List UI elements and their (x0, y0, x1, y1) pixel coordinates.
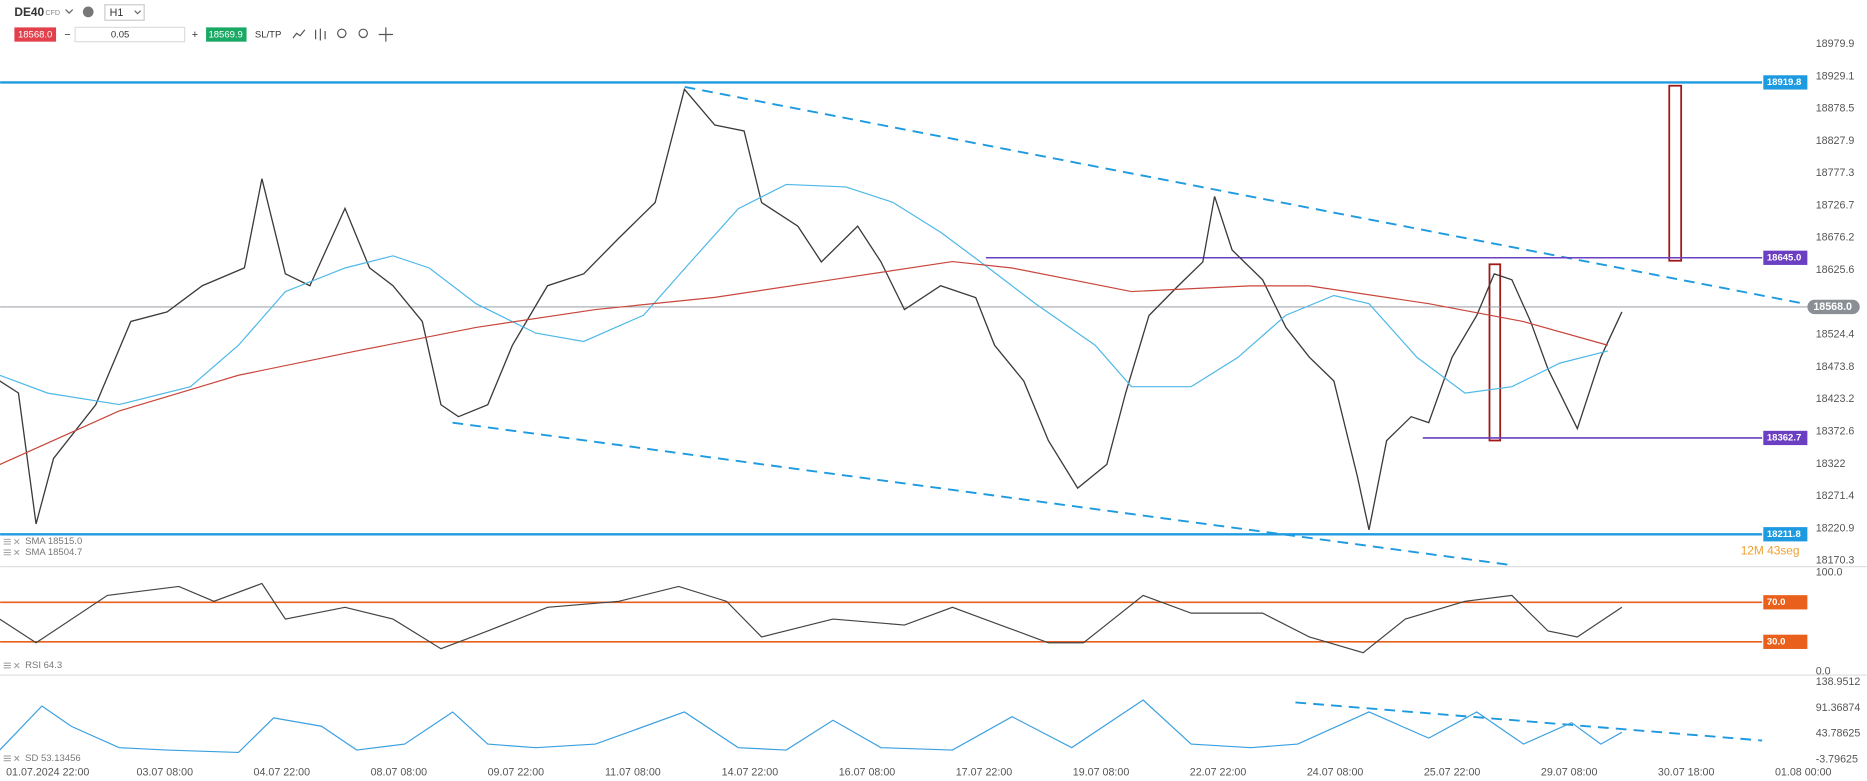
x-tick-label: 24.07 08:00 (1307, 766, 1364, 778)
zoom-in-icon[interactable] (358, 28, 368, 39)
plus-button[interactable]: + (192, 29, 198, 41)
y-tick-label: 18524.4 (1816, 329, 1855, 341)
y-tick-label: 100.0 (1816, 566, 1843, 578)
y-tick-label: 18929.1 (1816, 70, 1855, 82)
y-tick-label: 18372.6 (1816, 425, 1855, 437)
x-tick-label: 29.07 08:00 (1541, 766, 1598, 778)
x-tick-label: 17.07 22:00 (956, 766, 1013, 778)
interval-select[interactable] (104, 4, 145, 21)
legend-entry: RSI 64.3 (25, 660, 62, 671)
trend-line[interactable] (452, 421, 1515, 567)
series-line (0, 582, 1623, 654)
zoom-out-icon[interactable] (337, 28, 347, 39)
trend-line[interactable] (1295, 701, 1763, 742)
y-tick-label: 18170.3 (1816, 555, 1855, 567)
level-label: 70.0 (1767, 597, 1786, 608)
y-tick-label: 18423.2 (1816, 393, 1855, 405)
y-tick-label: 18322 (1816, 458, 1846, 470)
level-tag (1763, 527, 1808, 542)
dropdown-icon (134, 10, 142, 15)
x-tick-label: 09.07 22:00 (488, 766, 545, 778)
minus-button[interactable]: − (64, 29, 70, 41)
volume-input[interactable] (74, 26, 186, 43)
y-tick-label: 18827.9 (1816, 135, 1855, 147)
level-label: 18919.8 (1767, 77, 1801, 88)
level-tag (1763, 634, 1808, 649)
level-tag (1763, 595, 1808, 610)
legend-icon (3, 755, 20, 762)
legend-entry: SD 53.13456 (25, 753, 81, 764)
current-price-tag (1807, 299, 1860, 315)
y-tick-label: 18625.6 (1816, 264, 1855, 276)
dropdown-icon[interactable] (65, 9, 74, 14)
buy-price: 18569.9 (208, 30, 242, 41)
range-box[interactable] (1488, 263, 1502, 442)
y-tick-label: 18726.7 (1816, 199, 1855, 211)
x-tick-label: 11.07 08:00 (605, 766, 661, 778)
legend-icon (3, 549, 20, 556)
sell-button[interactable] (14, 27, 57, 42)
x-tick-label: 08.07 08:00 (371, 766, 428, 778)
x-tick-label: 04.07 22:00 (254, 766, 311, 778)
series-line (0, 183, 1608, 406)
interval: H1 (110, 7, 124, 19)
symbol[interactable]: DE40 (14, 5, 44, 19)
sltp-button[interactable]: SL/TP (255, 30, 281, 41)
legend-icon (3, 662, 20, 669)
candle-icon[interactable] (315, 28, 326, 41)
x-tick-label: 01.07.2024 22:00 (6, 766, 89, 778)
series-line (0, 699, 1623, 754)
level-tag (1763, 250, 1808, 265)
move-icon[interactable] (378, 27, 393, 42)
y-tick-label: 18979.9 (1816, 38, 1855, 50)
level-tag (1763, 430, 1808, 446)
y-tick-label: -3.79625 (1816, 753, 1858, 765)
y-tick-label: 18676.2 (1816, 232, 1855, 244)
info-icon[interactable] (82, 6, 94, 18)
y-tick-label: 0.0 (1816, 665, 1831, 677)
y-tick-label: 18271.4 (1816, 490, 1855, 502)
legend-entry: SMA 18515.0 (25, 536, 82, 547)
level-label: 18362.7 (1767, 432, 1801, 443)
legend-entry: SMA 18504.7 (25, 547, 82, 558)
range-box[interactable] (1668, 84, 1683, 262)
level-label: 30.0 (1767, 636, 1786, 647)
series-line (0, 260, 1608, 466)
y-tick-label: 91.36874 (1816, 702, 1861, 714)
y-tick-label: 43.78625 (1816, 728, 1861, 740)
trend-line[interactable] (684, 85, 1804, 305)
sell-price: 18568.0 (18, 30, 52, 41)
y-tick-label: 18777.3 (1816, 167, 1855, 179)
x-tick-label: 16.07 08:00 (839, 766, 896, 778)
line-tool-icon[interactable] (292, 29, 306, 39)
buy-button[interactable] (206, 27, 247, 42)
level-tag (1763, 75, 1808, 90)
y-tick-label: 18473.8 (1816, 361, 1855, 373)
volume: 0.05 (111, 30, 130, 41)
y-tick-label: 18220.9 (1816, 522, 1855, 534)
y-tick-label: 18878.5 (1816, 103, 1855, 115)
x-tick-label: 03.07 08:00 (137, 766, 194, 778)
x-tick-label: 19.07 08:00 (1073, 766, 1130, 778)
instrument-kind: CFD (45, 9, 60, 17)
x-tick-label: 25.07 22:00 (1424, 766, 1481, 778)
x-tick-label: 14.07 22:00 (722, 766, 779, 778)
current-price-label: 18568.0 (1813, 301, 1852, 313)
x-tick-label: 30.07 18:00 (1658, 766, 1715, 778)
x-tick-label: 01.08 00:00 (1775, 766, 1832, 778)
legend-icon (3, 538, 20, 545)
x-tick-label: 22.07 22:00 (1190, 766, 1247, 778)
level-label: 18211.8 (1767, 529, 1801, 540)
candle-timer: 12M 43seg (1741, 543, 1800, 557)
level-label: 18645.0 (1767, 252, 1801, 263)
series-line (0, 87, 1623, 531)
y-tick-label: 138.9512 (1816, 676, 1861, 688)
